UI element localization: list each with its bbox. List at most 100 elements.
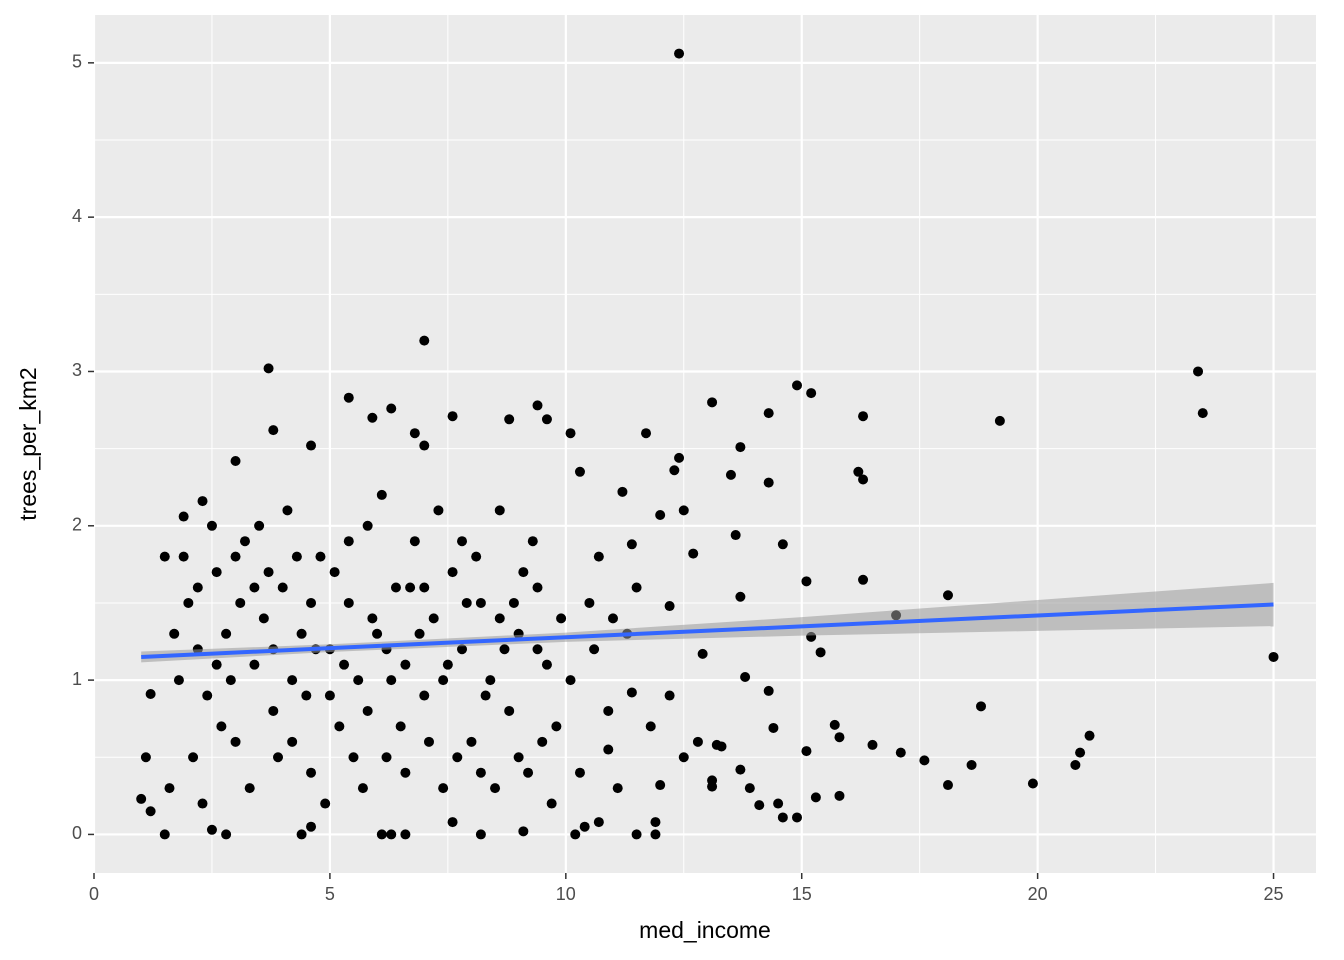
point — [169, 628, 180, 639]
point — [339, 659, 350, 670]
point — [173, 675, 184, 686]
point — [994, 415, 1005, 426]
point — [570, 829, 581, 840]
point — [475, 767, 486, 778]
point — [348, 752, 359, 763]
point — [343, 392, 354, 403]
point — [867, 739, 878, 750]
point — [617, 486, 628, 497]
point — [508, 597, 519, 608]
point — [452, 752, 463, 763]
panel — [94, 15, 1316, 873]
point — [480, 690, 491, 701]
point — [589, 644, 600, 655]
point — [329, 567, 340, 578]
point — [367, 412, 378, 423]
point — [1084, 730, 1095, 741]
point — [574, 466, 585, 477]
point — [183, 597, 194, 608]
point — [584, 597, 595, 608]
point — [178, 551, 189, 562]
point — [504, 414, 515, 425]
point — [206, 824, 217, 835]
point — [258, 613, 269, 624]
point — [730, 530, 741, 541]
point — [834, 732, 845, 743]
point — [447, 817, 458, 828]
point — [159, 829, 170, 840]
point — [806, 388, 817, 399]
point — [556, 613, 567, 624]
point — [678, 752, 689, 763]
x-tick-label: 15 — [792, 884, 812, 904]
point — [457, 644, 468, 655]
point — [895, 747, 906, 758]
point — [438, 783, 449, 794]
x-tick-label: 5 — [325, 884, 335, 904]
point — [390, 582, 401, 593]
point — [1070, 759, 1081, 770]
point — [277, 582, 288, 593]
point — [386, 675, 397, 686]
point — [1197, 408, 1208, 419]
point — [754, 800, 765, 811]
point — [664, 601, 675, 612]
point — [221, 628, 232, 639]
point — [343, 536, 354, 547]
point — [674, 452, 685, 463]
point — [655, 509, 666, 520]
point — [942, 780, 953, 791]
confidence-band — [801, 600, 1038, 636]
point — [740, 672, 751, 683]
point — [815, 647, 826, 658]
point — [858, 411, 869, 422]
point — [664, 690, 675, 701]
point — [381, 752, 392, 763]
x-tick-label: 25 — [1264, 884, 1284, 904]
point — [485, 675, 496, 686]
point — [296, 829, 307, 840]
point — [1027, 778, 1038, 789]
point — [197, 496, 208, 507]
point — [188, 752, 199, 763]
point — [334, 721, 345, 732]
point — [268, 705, 279, 716]
point — [197, 798, 208, 809]
point — [376, 829, 387, 840]
point — [230, 455, 241, 466]
point — [239, 536, 250, 547]
point — [565, 428, 576, 439]
point — [419, 690, 430, 701]
point — [306, 821, 317, 832]
point — [735, 764, 746, 775]
point — [254, 520, 265, 531]
point — [291, 551, 302, 562]
point — [386, 829, 397, 840]
point — [655, 780, 666, 791]
x-axis-title: med_income — [639, 917, 771, 943]
point — [725, 469, 736, 480]
point — [792, 380, 803, 391]
point — [541, 414, 552, 425]
point — [593, 817, 604, 828]
point — [433, 505, 444, 516]
point — [301, 690, 312, 701]
point — [801, 746, 812, 757]
point — [244, 783, 255, 794]
point — [976, 701, 987, 712]
x-tick-label: 20 — [1028, 884, 1048, 904]
point — [306, 440, 317, 451]
point — [650, 817, 661, 828]
point — [942, 590, 953, 601]
point — [471, 551, 482, 562]
point — [216, 721, 227, 732]
point — [230, 551, 241, 562]
point — [612, 783, 623, 794]
point — [565, 675, 576, 686]
y-tick-label: 1 — [72, 669, 82, 689]
point — [263, 363, 274, 374]
point — [1268, 651, 1279, 662]
point — [631, 582, 642, 593]
point — [735, 442, 746, 453]
